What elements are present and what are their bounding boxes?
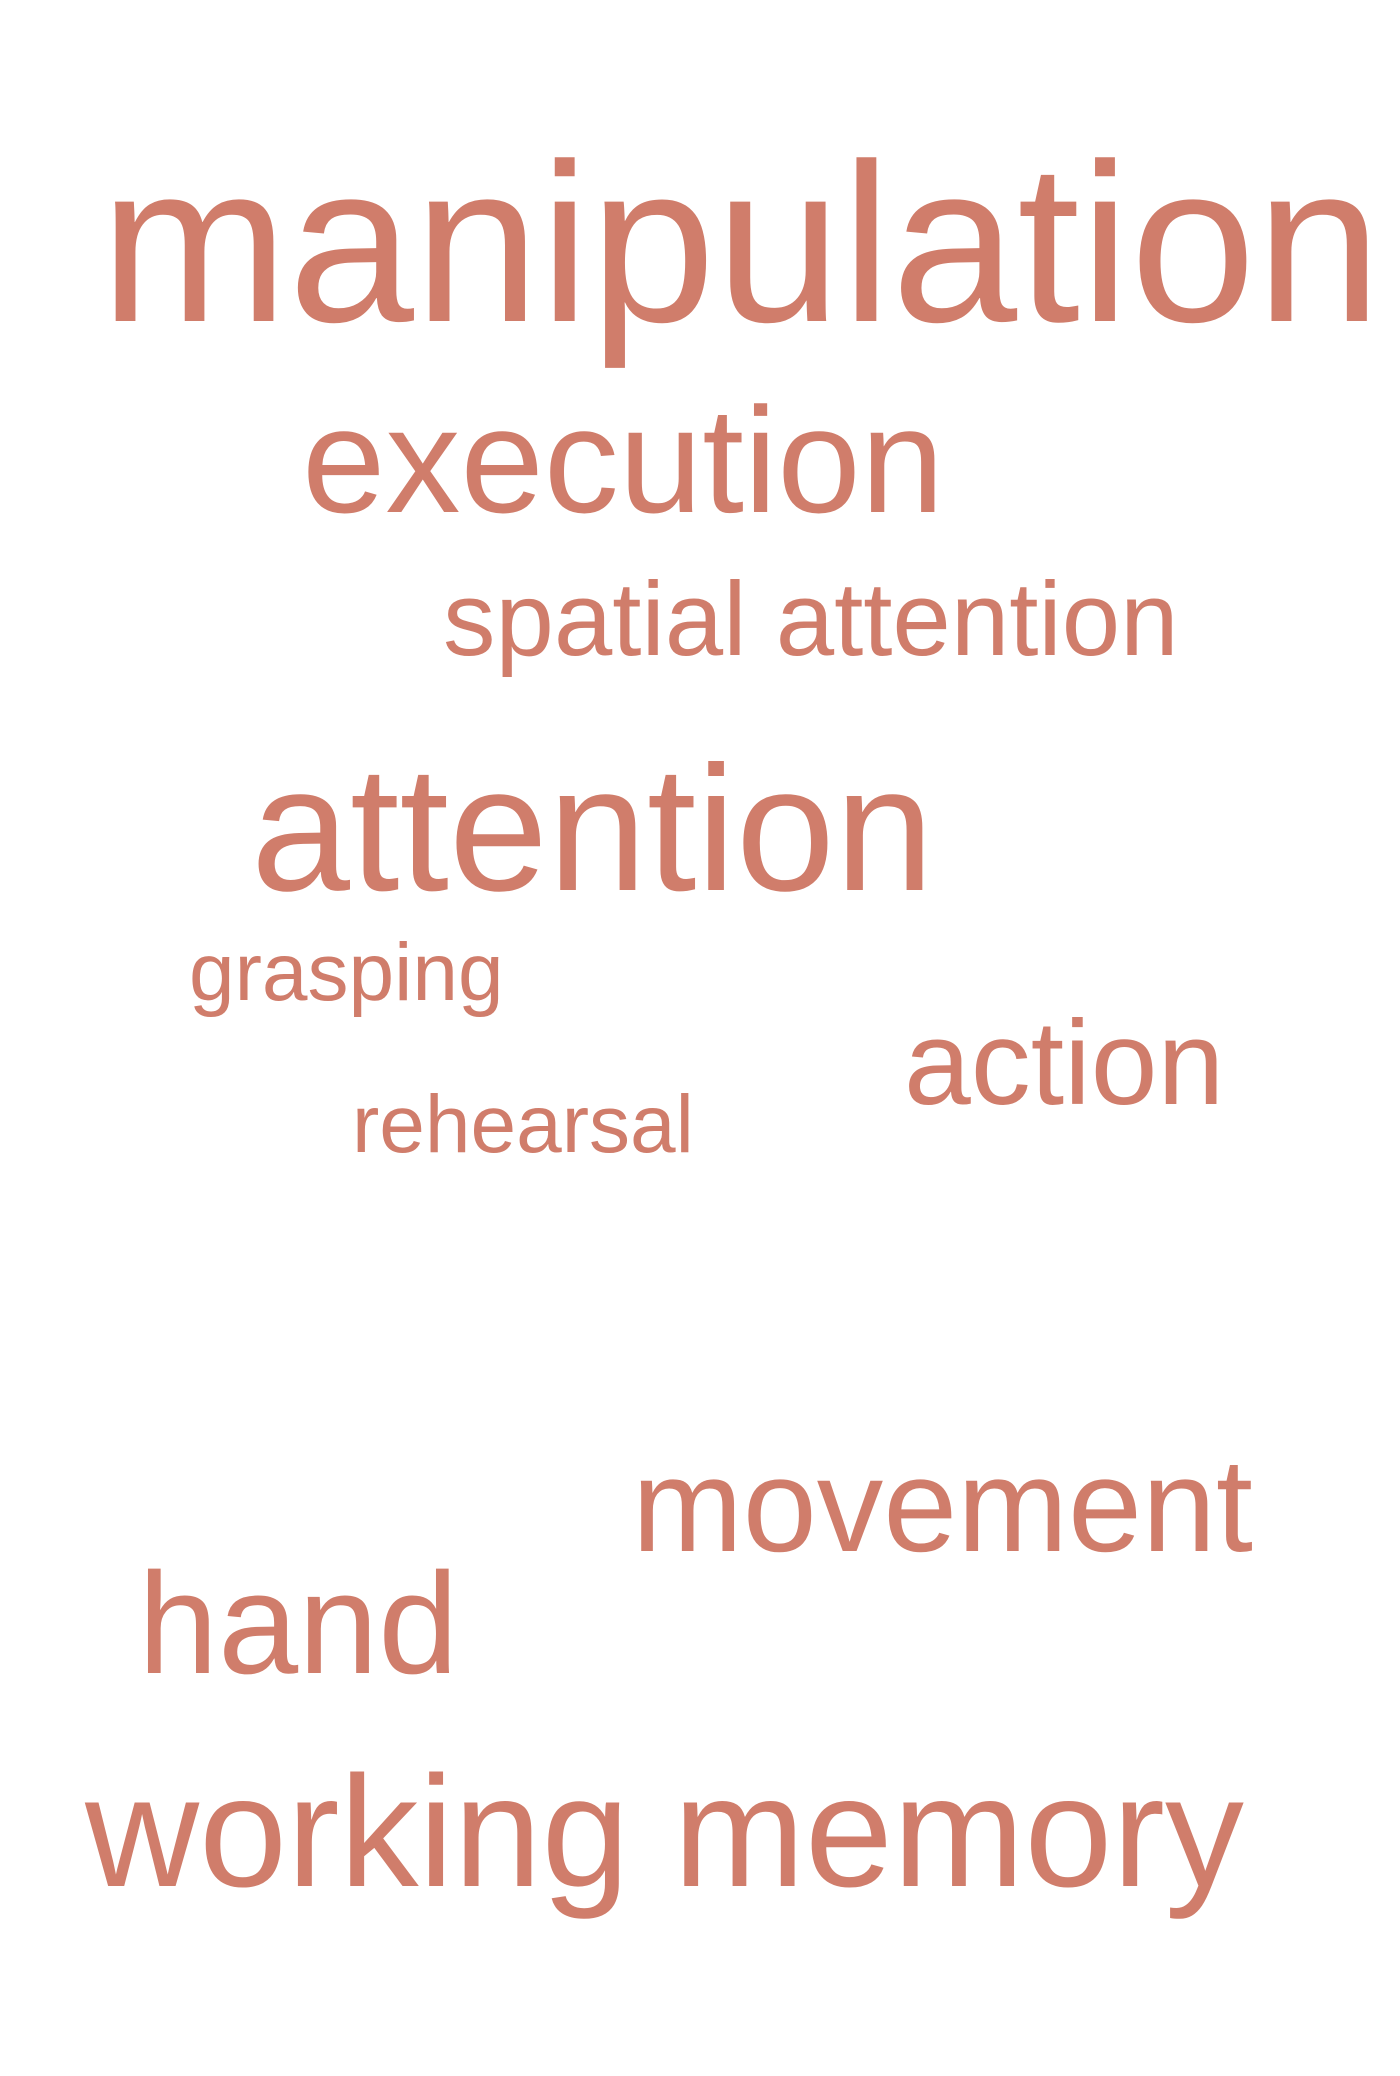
word-action: action xyxy=(904,996,1225,1130)
word-rehearsal: rehearsal xyxy=(352,1079,694,1170)
word-movement: movement xyxy=(632,1432,1253,1580)
word-working-memory: working memory xyxy=(85,1744,1244,1920)
word-attention: attention xyxy=(251,729,934,928)
word-spatial-attention: spatial attention xyxy=(443,561,1179,678)
word-execution: execution xyxy=(302,376,945,544)
word-hand: hand xyxy=(138,1543,459,1704)
word-manipulation: manipulation xyxy=(100,116,1382,369)
word-grasping: grasping xyxy=(189,927,504,1018)
